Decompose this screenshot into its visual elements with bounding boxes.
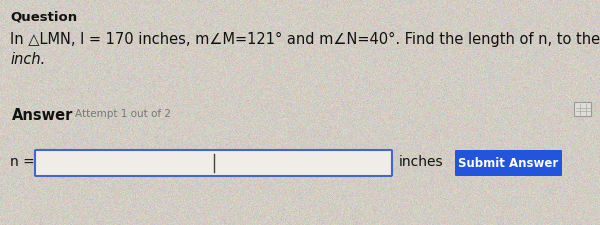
Text: Answer: Answer: [12, 108, 73, 122]
FancyBboxPatch shape: [455, 150, 562, 176]
Text: inch.: inch.: [10, 52, 45, 67]
Text: inches: inches: [399, 154, 443, 168]
Text: Question: Question: [10, 10, 77, 23]
Text: In △LMN, l = 170 inches, m∠M=121° and m∠N=40°. Find the length of n, to the near: In △LMN, l = 170 inches, m∠M=121° and m∠…: [10, 32, 600, 47]
Text: Attempt 1 out of 2: Attempt 1 out of 2: [75, 108, 171, 119]
FancyBboxPatch shape: [575, 103, 592, 117]
FancyBboxPatch shape: [35, 150, 392, 176]
Text: Submit Answer: Submit Answer: [458, 157, 559, 170]
Text: n =: n =: [10, 154, 35, 168]
